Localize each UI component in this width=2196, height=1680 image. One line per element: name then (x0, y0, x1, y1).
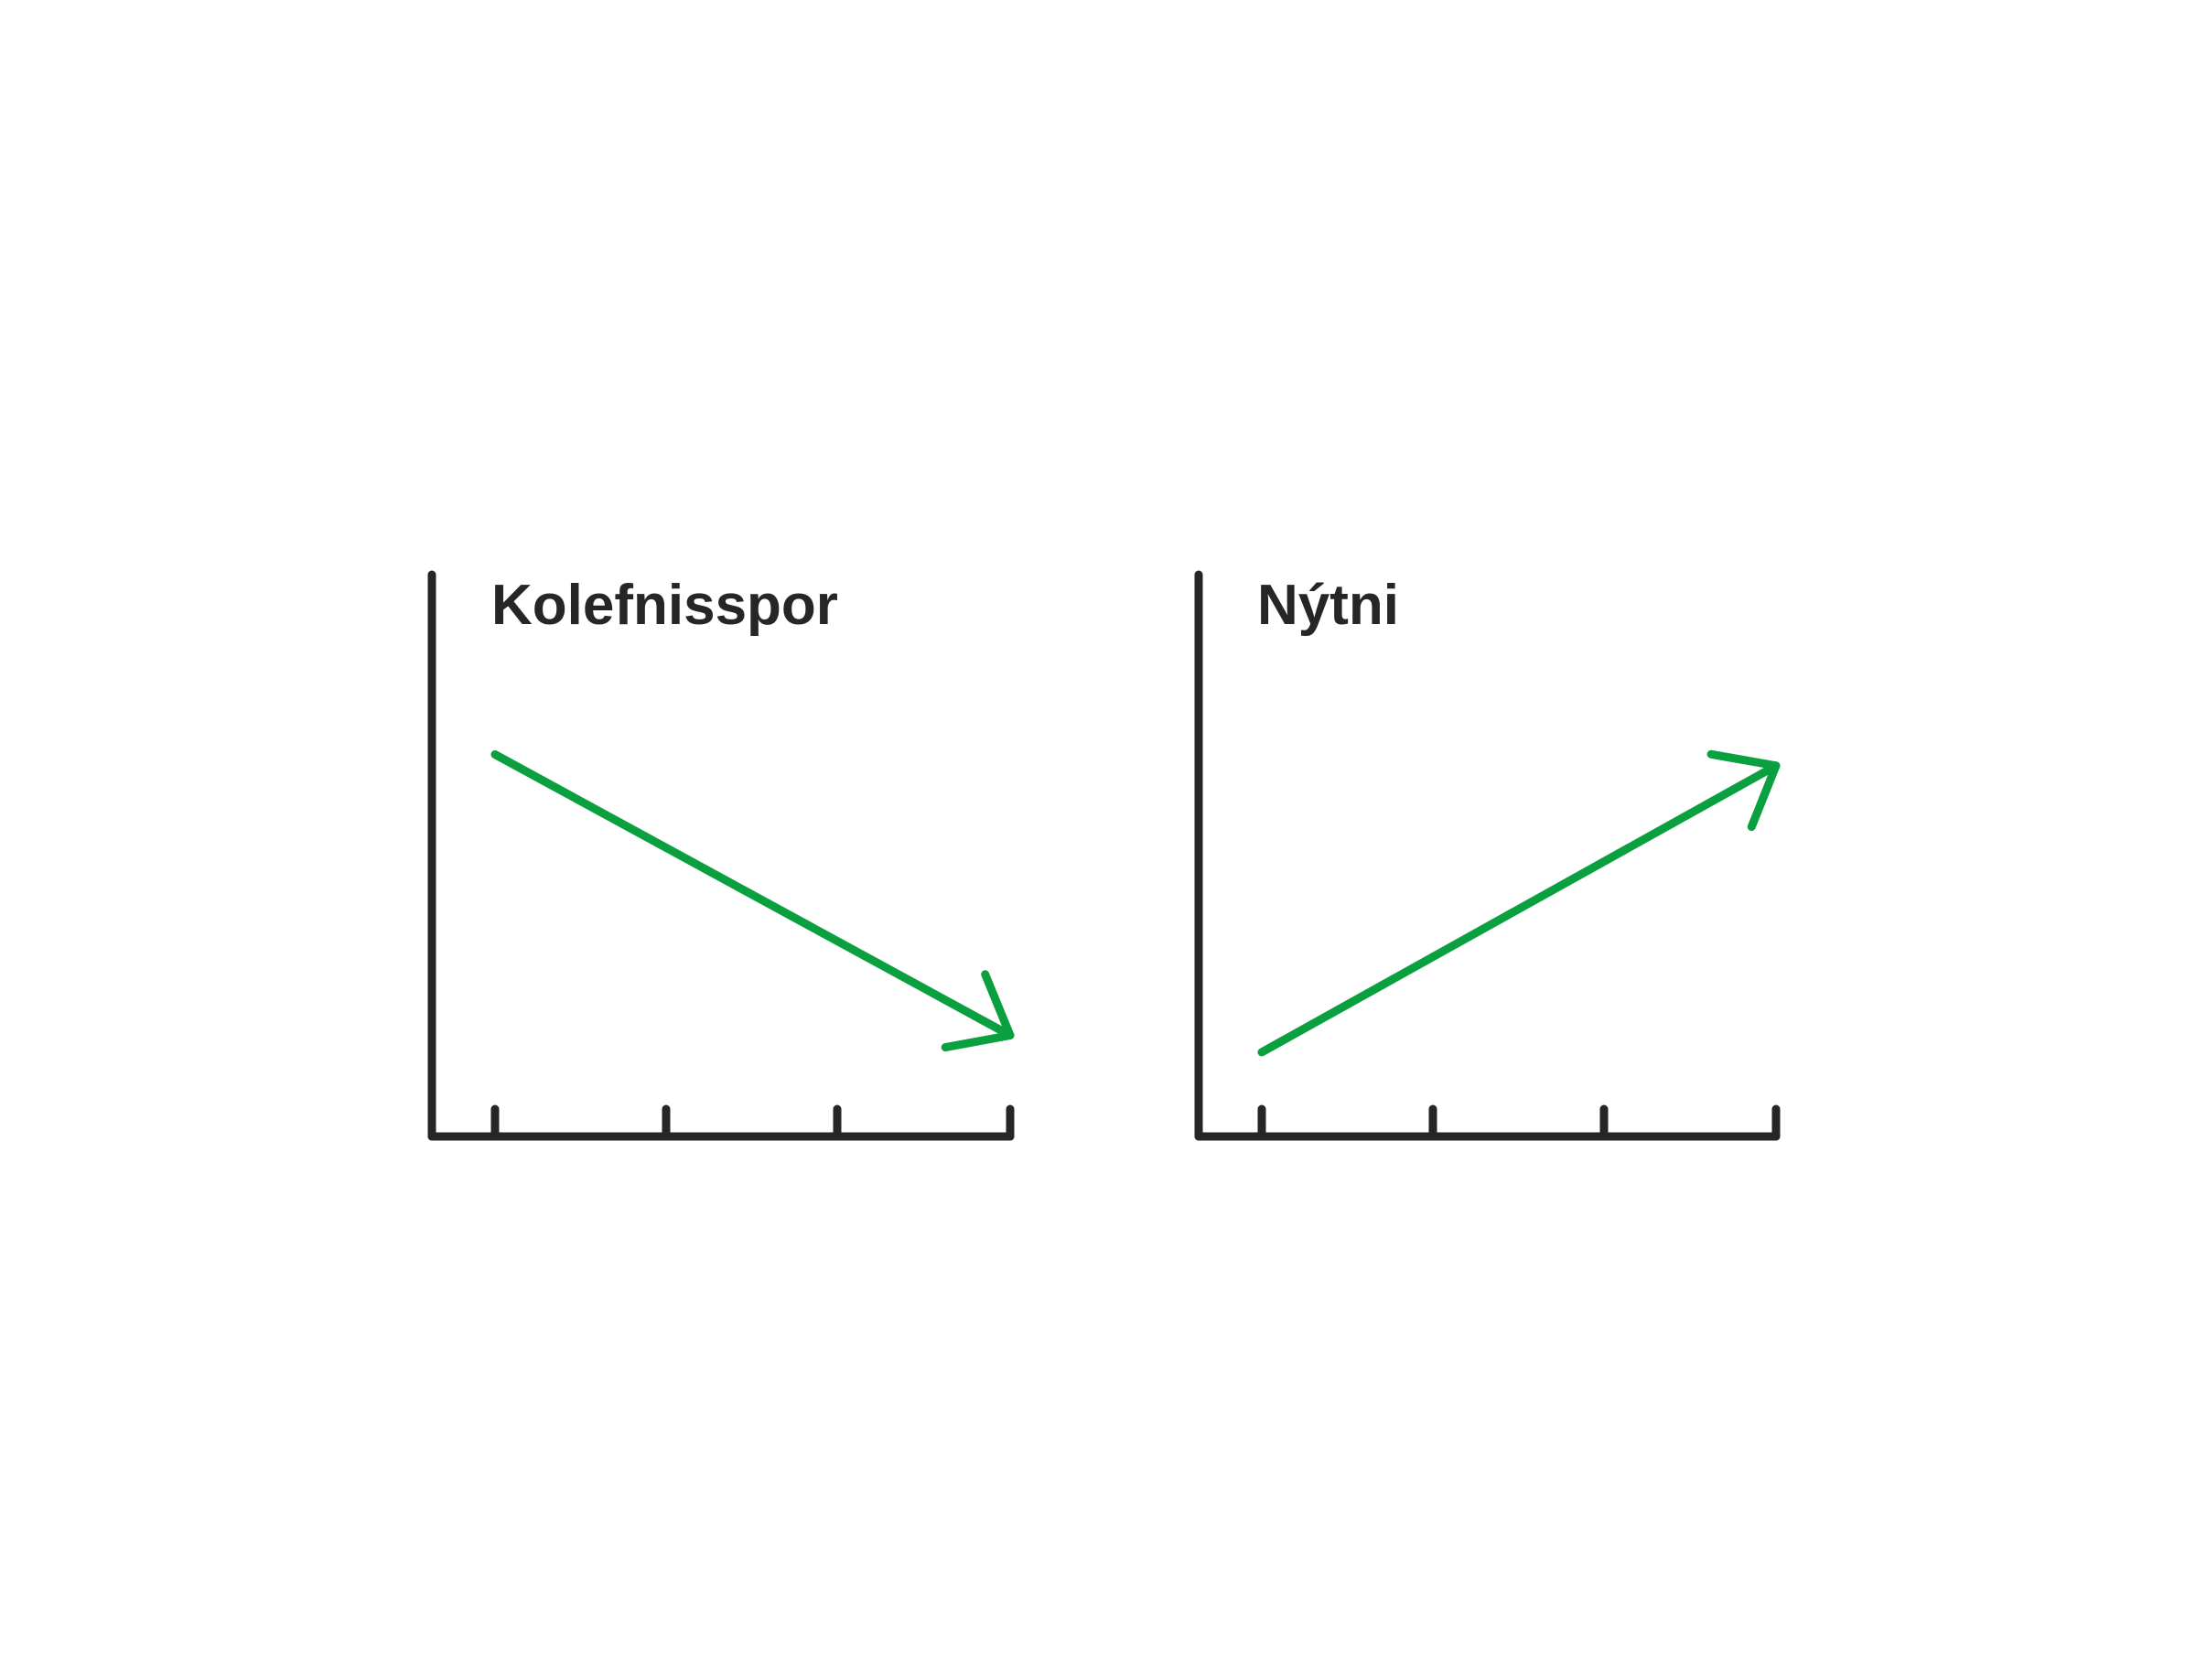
trend-line (490, 750, 1015, 1039)
chart-title: Kolefnisspor (491, 574, 838, 637)
trend-line (1257, 761, 1781, 1057)
chart-title: Nýtni (1257, 574, 1399, 637)
chart-efficiency: Nýtni (1194, 570, 1781, 1141)
arrow-head-icon (941, 970, 1015, 1052)
arrow-head-icon (1706, 749, 1781, 832)
chart-carbon-footprint: Kolefnisspor (427, 570, 1015, 1141)
